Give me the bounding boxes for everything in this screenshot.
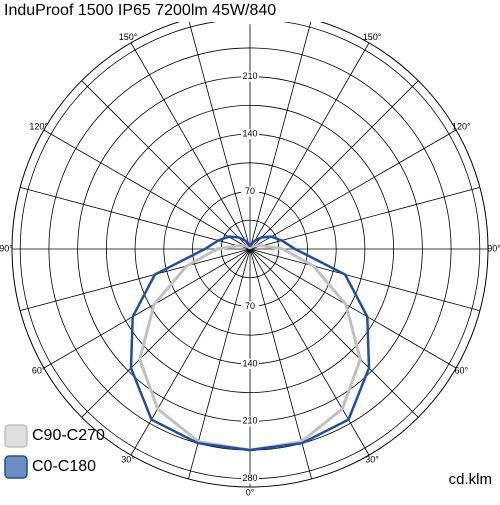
tick-bg <box>241 129 259 140</box>
r-tick-label: 280 <box>242 473 257 483</box>
angle-tick-label: 120° <box>452 121 471 131</box>
spoke <box>43 248 251 369</box>
tick-bg <box>241 416 259 427</box>
spoke <box>81 80 251 250</box>
r-tick-label: 70 <box>245 186 255 196</box>
spoke <box>249 248 419 418</box>
angle-tick-label: 90° <box>0 243 13 253</box>
spoke <box>81 248 251 418</box>
title-bg <box>2 0 332 22</box>
r-tick-label: 140 <box>242 128 257 138</box>
spoke <box>130 42 251 250</box>
spoke <box>130 248 251 456</box>
spoke <box>249 19 312 250</box>
curve <box>129 235 371 452</box>
spoke <box>20 187 251 250</box>
spoke <box>43 129 251 250</box>
angle-tick-label: 60° <box>32 365 46 375</box>
legend-label: C0-C180 <box>32 458 96 475</box>
spoke <box>249 187 480 250</box>
r-tick-label: 210 <box>242 416 257 426</box>
angle-tick-label: 30° <box>121 455 135 465</box>
legend-label: C90-C270 <box>32 427 105 444</box>
chart-title: InduProof 1500 IP65 7200lm 45W/840 <box>4 2 276 19</box>
tick-bg <box>241 473 259 484</box>
spoke <box>249 42 370 250</box>
angle-tick-label: 150° <box>119 32 138 42</box>
r-tick-label: 210 <box>242 71 257 81</box>
legend-swatch <box>4 424 28 448</box>
r-tick-label: 140 <box>242 358 257 368</box>
angle-tick-label: 60° <box>454 365 468 375</box>
angle-tick-label: 0° <box>246 487 255 497</box>
spoke <box>249 248 370 456</box>
angle-tick-label: 30° <box>365 455 379 465</box>
r-tick-label: 70 <box>245 301 255 311</box>
tick-bg <box>241 301 259 312</box>
spoke <box>249 248 480 311</box>
angle-tick-label: 120° <box>29 121 48 131</box>
spoke <box>249 248 457 369</box>
angle-tick-label: 90° <box>487 243 500 253</box>
spoke <box>249 129 457 250</box>
spoke <box>188 19 251 250</box>
unit-label: cd.klm <box>449 471 492 488</box>
tick-bg <box>241 358 259 369</box>
spoke <box>20 248 251 311</box>
tick-bg <box>241 186 259 197</box>
tick-bg <box>241 71 259 82</box>
spoke <box>249 80 419 250</box>
angle-tick-label: 150° <box>363 32 382 42</box>
legend-swatch <box>4 455 28 479</box>
